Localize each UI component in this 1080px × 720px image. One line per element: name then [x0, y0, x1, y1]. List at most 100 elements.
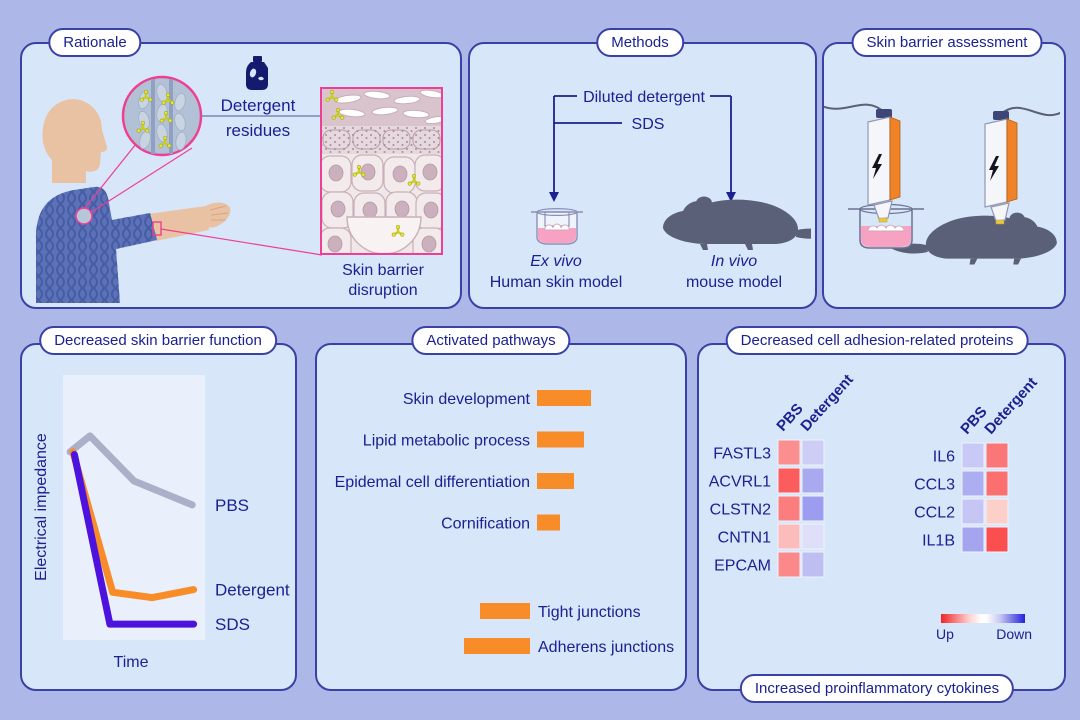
panel-title-text: Skin barrier assessment: [866, 34, 1028, 51]
heatmap-row-label: CNTN1: [718, 530, 771, 547]
panel-title-text: Activated pathways: [426, 332, 556, 349]
line-chart-series: PBS Detergent SDS: [66, 432, 290, 634]
heatmap-cell: [985, 442, 1009, 469]
probe-wire: [824, 103, 885, 113]
pathway-label: Tight junctions: [538, 604, 641, 621]
arrow-down-icon: [726, 192, 736, 202]
heatmap-cell: [985, 498, 1009, 525]
panel-footer-text: Increased proinflammatory cytokines: [754, 680, 1000, 697]
pathway-label: Lipid metabolic process: [363, 433, 530, 450]
panel-title-text: Decreased skin barrier function: [54, 332, 262, 349]
panel-title-rationale: Rationale: [48, 28, 142, 57]
heatmap-cell: [985, 526, 1009, 553]
line-chart: PBS Detergent SDS Electrical impedance Tim…: [33, 375, 290, 671]
panel-title-impedance: Decreased skin barrier function: [39, 326, 277, 355]
treatment-primary-label: Diluted detergent: [583, 89, 705, 106]
pathway-bar: [537, 431, 584, 448]
pathway-label: Cornification: [441, 516, 530, 533]
zoom-source-spot: [75, 143, 193, 225]
panel-footer-cytokines: Increased proinflammatory cytokines: [739, 674, 1015, 703]
heatmap-cell: [961, 498, 985, 525]
heatmap-row-label: IL6: [933, 449, 955, 466]
mouse-icon: [663, 196, 811, 250]
person-illustration: [36, 99, 231, 303]
legend-down-label: Down: [996, 626, 1032, 642]
series-label-PBS: PBS: [215, 496, 249, 515]
beaker-icon: [848, 203, 924, 249]
x-axis-label: Time: [114, 654, 149, 671]
heatmap-cell: [961, 442, 985, 469]
pathway-label: Epidemal cell differentiation: [335, 474, 530, 491]
gradient-legend-bar: [941, 614, 1025, 623]
heatmap-cell: [777, 523, 801, 550]
heatmap-row-label: EPCAM: [714, 558, 771, 575]
series-line-SDS: [70, 451, 198, 628]
heatmap-row-label: FASTL3: [713, 446, 771, 463]
heatmap-cell: [777, 495, 801, 522]
legend-up-label: Up: [936, 626, 954, 642]
pathway-bar: [464, 638, 530, 654]
heatmap-cell: [801, 467, 825, 494]
panel-assessment: [822, 42, 1066, 309]
pathway-label: Skin development: [403, 391, 531, 408]
residues-label-line2: residues: [226, 121, 290, 140]
pathway-label: Adherens junctions: [538, 639, 674, 656]
heatmap-row-label: CLSTN2: [710, 502, 771, 519]
heatmap-cell: [777, 551, 801, 578]
detergent-bottle-icon: [246, 56, 268, 90]
connector-line-pink: [160, 228, 323, 256]
impedance-probe-icon: [984, 110, 1018, 225]
treatment-secondary-label: SDS: [632, 116, 665, 133]
panel-methods: [468, 42, 817, 309]
heatmap-cell: [777, 467, 801, 494]
heatmap-cell: [961, 526, 985, 553]
probe-wire: [1000, 106, 1060, 117]
heatmap-column-label: Detergent: [981, 374, 1040, 437]
panel-title-methods: Methods: [596, 28, 684, 57]
model-right-type: In vivo: [711, 253, 757, 270]
model-left-name: Human skin model: [490, 274, 623, 291]
heatmap-column-label: Detergent: [797, 371, 856, 434]
pathway-bar: [537, 390, 591, 406]
panel-title-text: Decreased cell adhesion-related proteins: [740, 332, 1014, 349]
series-line-Detergent: [69, 448, 198, 602]
heatmap-row-label: CCL3: [914, 477, 955, 494]
heatmap-cell: [777, 439, 801, 466]
heatmap-row-label: ACVRL1: [709, 474, 771, 491]
pathway-bar: [480, 603, 530, 619]
heatmap-row-label: CCL2: [914, 505, 955, 522]
y-axis-label: Electrical impedance: [33, 433, 50, 581]
heatmap-cell: [801, 523, 825, 550]
culture-dish-icon: [531, 208, 583, 245]
heatmap-row-label: IL1B: [922, 533, 955, 550]
panel-title-text: Rationale: [63, 34, 127, 51]
treatment-bracket: [553, 95, 732, 193]
series-line-PBS: [66, 432, 196, 509]
pathway-bar: [537, 514, 560, 531]
panel-title-proteins: Decreased cell adhesion-related proteins: [725, 326, 1029, 355]
heatmap-cell: [961, 470, 985, 497]
heatmap-cell: [801, 439, 825, 466]
arrow-down-icon: [549, 192, 559, 202]
heatmap-cell: [801, 551, 825, 578]
pathway-bar: [537, 473, 574, 489]
heatmap-cell: [985, 470, 1009, 497]
panel-title-text: Methods: [611, 34, 669, 51]
magnifier-circle: [121, 75, 203, 157]
forearm-marker: [152, 221, 162, 236]
heatmap-cell: [801, 495, 825, 522]
bar-chart-rows: Skin development Lipid metabolic process E…: [335, 390, 674, 656]
skin-cross-section: [320, 87, 443, 255]
model-left-type: Ex vivo: [530, 253, 582, 270]
gradient-legend-labels: Up Down: [936, 626, 1032, 642]
panel-title-pathways: Activated pathways: [411, 326, 571, 355]
series-label-Detergent: Detergent: [215, 581, 290, 600]
panel-pathways: [315, 343, 687, 691]
model-right-name: mouse model: [686, 274, 782, 291]
skin-caption-line2: disruption: [348, 282, 417, 299]
skin-caption-line1: Skin barrier: [342, 262, 424, 279]
